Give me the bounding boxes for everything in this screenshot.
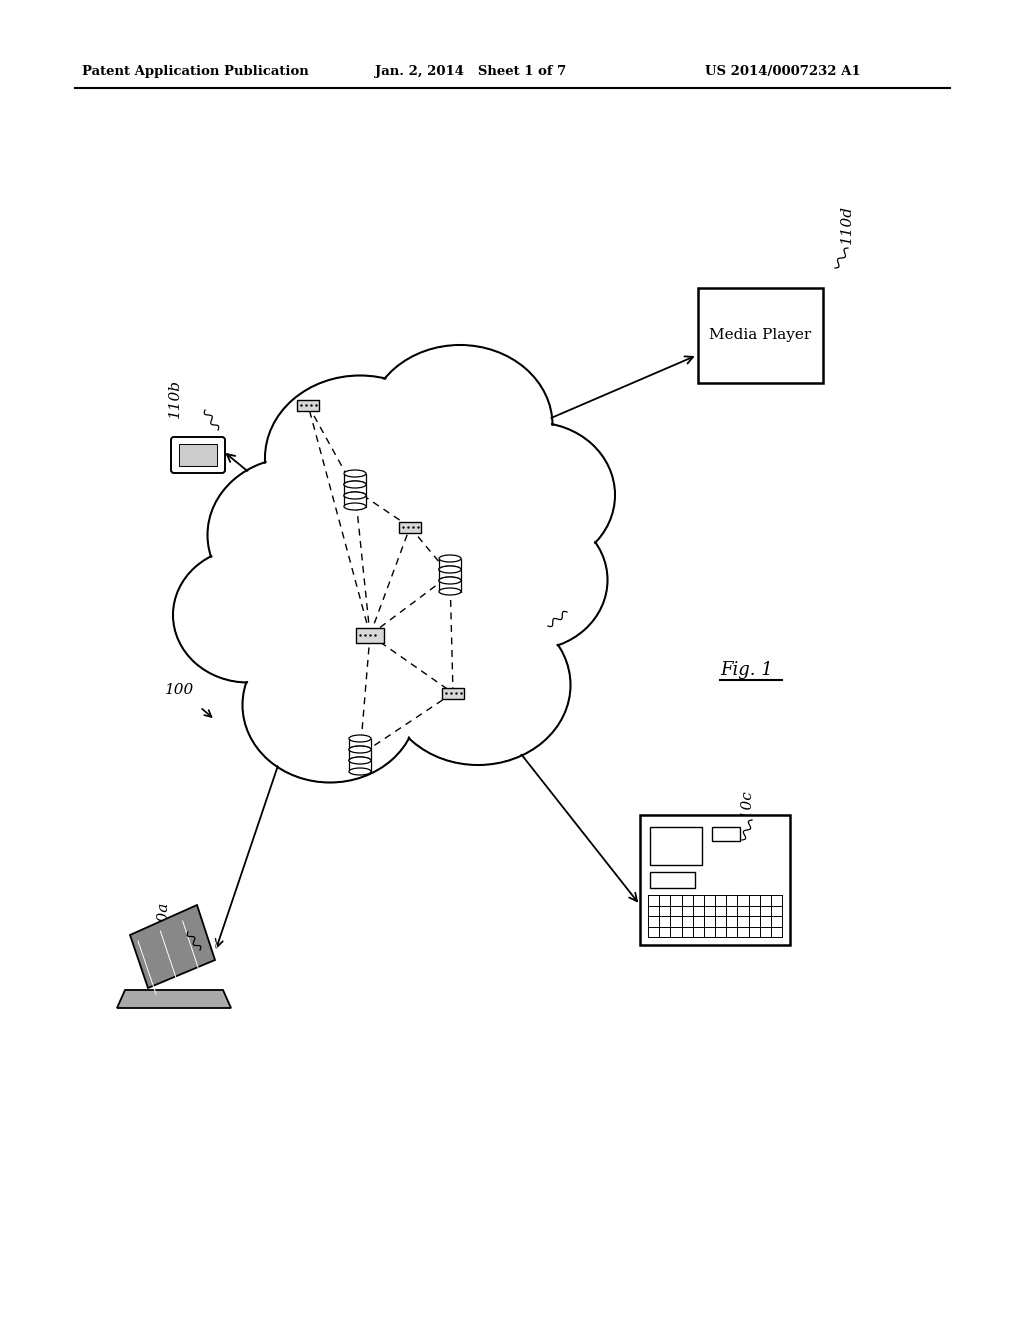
Text: 110c: 110c [740, 789, 754, 826]
Polygon shape [130, 906, 215, 987]
Ellipse shape [266, 378, 454, 539]
Text: 110b: 110b [168, 379, 182, 417]
Ellipse shape [174, 549, 322, 681]
Bar [442, 688, 464, 698]
Bar [650, 873, 695, 888]
Ellipse shape [387, 606, 569, 763]
Text: US 2014/0007232 A1: US 2014/0007232 A1 [705, 66, 860, 78]
FancyBboxPatch shape [171, 437, 225, 473]
Bar [349, 738, 371, 750]
Ellipse shape [349, 756, 371, 764]
Bar [439, 569, 461, 581]
Ellipse shape [344, 492, 366, 499]
Ellipse shape [208, 458, 383, 612]
Ellipse shape [344, 503, 366, 510]
Ellipse shape [349, 746, 371, 752]
Bar [179, 444, 217, 466]
Bar [356, 627, 384, 643]
Ellipse shape [457, 424, 613, 566]
Ellipse shape [439, 554, 461, 562]
Text: 102: 102 [570, 601, 599, 614]
Polygon shape [117, 990, 231, 1008]
Text: 110a: 110a [156, 900, 170, 940]
Bar [349, 750, 371, 760]
Ellipse shape [209, 459, 381, 611]
Ellipse shape [439, 587, 461, 595]
Bar [650, 828, 702, 865]
Ellipse shape [265, 375, 455, 540]
Ellipse shape [349, 756, 371, 764]
Ellipse shape [453, 510, 607, 649]
Bar [399, 521, 421, 532]
Ellipse shape [344, 470, 366, 477]
Ellipse shape [244, 630, 416, 781]
Bar [344, 474, 366, 484]
Ellipse shape [344, 480, 366, 488]
Bar [349, 760, 371, 771]
Text: Patent Application Publication: Patent Application Publication [82, 66, 309, 78]
Bar [344, 495, 366, 507]
Bar [439, 581, 461, 591]
Ellipse shape [455, 422, 615, 568]
Ellipse shape [439, 577, 461, 583]
Bar [640, 814, 790, 945]
Ellipse shape [237, 491, 544, 709]
Ellipse shape [349, 768, 371, 775]
Text: Jan. 2, 2014   Sheet 1 of 7: Jan. 2, 2014 Sheet 1 of 7 [375, 66, 566, 78]
Bar [697, 288, 822, 383]
Ellipse shape [344, 480, 366, 488]
Ellipse shape [243, 627, 418, 783]
Ellipse shape [368, 345, 553, 506]
Ellipse shape [454, 511, 606, 648]
Ellipse shape [234, 490, 545, 710]
Ellipse shape [439, 577, 461, 583]
Ellipse shape [349, 735, 371, 742]
Ellipse shape [344, 492, 366, 499]
Text: Media Player: Media Player [709, 327, 811, 342]
Bar [344, 484, 366, 495]
Text: 100: 100 [165, 682, 195, 697]
Ellipse shape [349, 746, 371, 752]
Bar [712, 828, 740, 841]
Text: 110d: 110d [840, 206, 854, 244]
Ellipse shape [439, 566, 461, 573]
Ellipse shape [439, 566, 461, 573]
Ellipse shape [173, 548, 323, 682]
Ellipse shape [385, 605, 570, 766]
Text: Fig. 1: Fig. 1 [720, 661, 773, 678]
Bar [439, 558, 461, 569]
Ellipse shape [369, 346, 551, 503]
Bar [297, 400, 319, 411]
